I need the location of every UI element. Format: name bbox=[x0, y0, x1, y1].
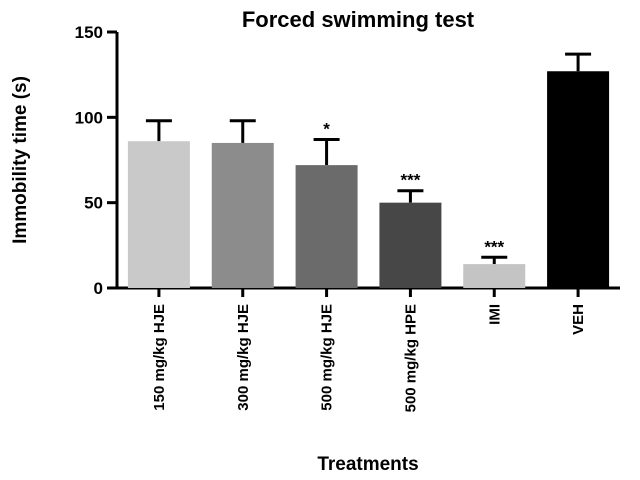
x-tick-label: VEH bbox=[570, 304, 587, 335]
bar bbox=[211, 142, 274, 288]
bar bbox=[547, 71, 610, 289]
y-axis-title: Immobility time (s) bbox=[10, 76, 31, 244]
significance-label: *** bbox=[484, 237, 504, 256]
bar bbox=[463, 264, 526, 288]
y-tick-label: 0 bbox=[94, 279, 103, 298]
x-tick-label: 500 mg/kg HPE bbox=[402, 304, 419, 412]
x-tick-label: 150 mg/kg HJE bbox=[151, 304, 168, 411]
bar bbox=[127, 141, 190, 288]
bar bbox=[379, 202, 442, 288]
x-tick-label: 300 mg/kg HJE bbox=[235, 304, 252, 411]
y-tick-label: 50 bbox=[84, 194, 103, 213]
plot-area: 0 50 100 150 150 mg/kg HJE 300 mg/kg HJE * 500 … bbox=[75, 23, 620, 412]
significance-label: * bbox=[323, 120, 330, 139]
x-axis-title: Treatments bbox=[317, 454, 418, 475]
y-tick-label: 150 bbox=[75, 23, 103, 42]
x-tick-label: IMI bbox=[486, 304, 503, 325]
bar bbox=[295, 165, 358, 288]
x-tick-label: 500 mg/kg HJE bbox=[319, 304, 336, 411]
y-tick-label: 100 bbox=[75, 108, 103, 127]
chart-title: Forced swimming test bbox=[242, 7, 475, 32]
significance-label: *** bbox=[400, 171, 420, 190]
